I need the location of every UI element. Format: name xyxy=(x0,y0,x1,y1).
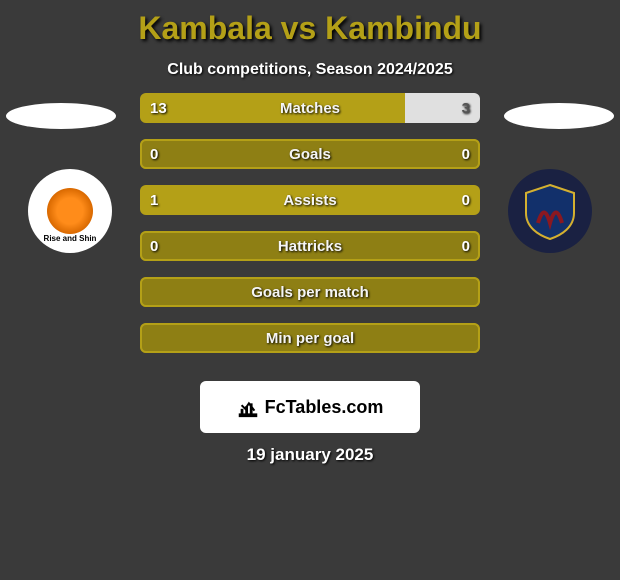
stat-label: Assists xyxy=(140,185,480,215)
stat-row: Hattricks0 0 xyxy=(140,231,480,261)
player-left-photo xyxy=(6,103,116,129)
stat-value-right: 0 xyxy=(452,231,480,261)
watermark: FcTables.com xyxy=(200,381,420,433)
watermark-text: FcTables.com xyxy=(265,397,384,418)
date-text: 19 january 2025 xyxy=(0,445,620,465)
subtitle: Club competitions, Season 2024/2025 xyxy=(0,61,620,79)
stat-value-right: 0 xyxy=(452,139,480,169)
club-badge-left-text: Rise and Shin xyxy=(28,234,112,243)
stat-label: Hattricks xyxy=(140,231,480,261)
stat-row: Min per goal xyxy=(140,323,480,353)
club-badge-right xyxy=(508,169,592,253)
stat-row: Assists1 0 xyxy=(140,185,480,215)
stat-label: Min per goal xyxy=(140,323,480,353)
stat-label: Goals xyxy=(140,139,480,169)
chart-icon xyxy=(237,396,259,418)
player-right-photo xyxy=(504,103,614,129)
stat-value-left: 0 xyxy=(140,139,168,169)
stat-label: Matches xyxy=(140,93,480,123)
stat-value-left: 0 xyxy=(140,231,168,261)
stat-row: Matches13 3 xyxy=(140,93,480,123)
shield-icon xyxy=(520,181,580,241)
stat-label: Goals per match xyxy=(140,277,480,307)
stat-bars: Matches133Goals00Assists10Hattricks00Goa… xyxy=(140,93,480,369)
stat-value-right: 3 xyxy=(452,93,480,123)
stat-row: Goals0 0 xyxy=(140,139,480,169)
stat-value-left: 1 xyxy=(140,185,168,215)
stat-value-left: 13 xyxy=(140,93,177,123)
stat-value-right: 0 xyxy=(452,185,480,215)
club-badge-left: Rise and Shin xyxy=(28,169,112,253)
stat-row: Goals per match xyxy=(140,277,480,307)
page-title: Kambala vs Kambindu xyxy=(0,0,620,47)
